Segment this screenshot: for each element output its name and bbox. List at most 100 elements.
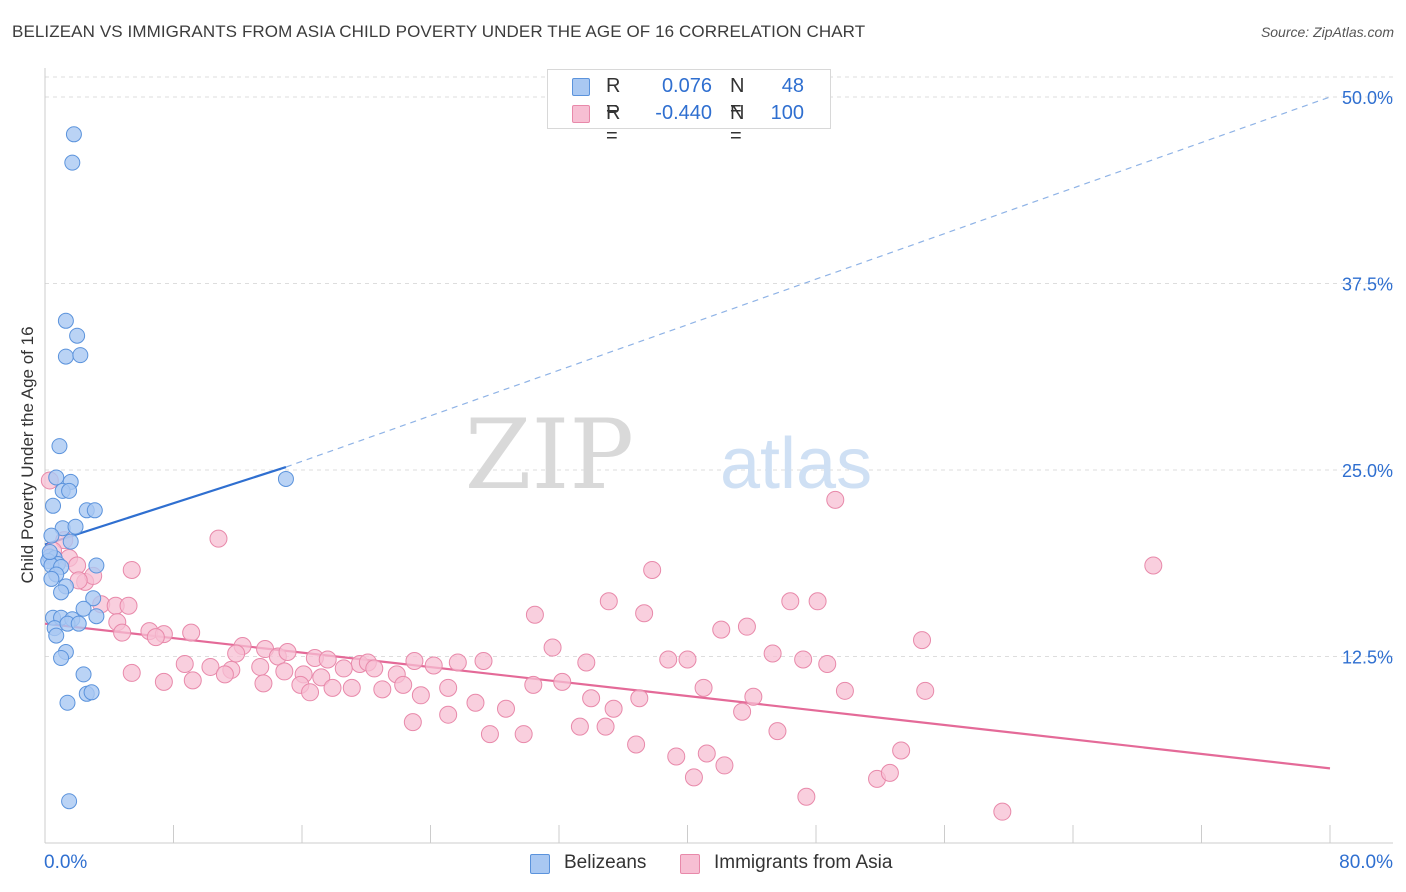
y-tick-label: 37.5% (1342, 275, 1393, 295)
immigrants-point (768, 722, 787, 741)
immigrants-point (697, 744, 716, 763)
belizeans-point (70, 615, 87, 632)
watermark: ZIP atlas (465, 399, 872, 511)
immigrants-point (403, 713, 422, 732)
immigrants-point (275, 662, 294, 681)
axis-layer (44, 68, 1393, 844)
belizeans-point (72, 347, 89, 364)
r-label: R = (606, 75, 621, 120)
immigrants-point (892, 741, 911, 760)
immigrants-point (694, 678, 713, 697)
r-label: R = (606, 102, 621, 147)
immigrants-point (678, 650, 697, 669)
immigrants-point (712, 620, 731, 639)
immigrants-point (394, 675, 413, 694)
immigrants-point (630, 689, 649, 708)
immigrants-point (818, 654, 837, 673)
belizeans-point (75, 666, 92, 683)
immigrants-point (733, 702, 752, 721)
correlation-legend: R = 0.076 N = 48 R = -0.440 N = 100 (547, 69, 831, 147)
belizeans-point (67, 518, 84, 535)
source-label: Source: ZipAtlas.com (1260, 24, 1394, 40)
immigrants-point (209, 529, 228, 548)
belizeans-point (41, 544, 58, 561)
x-axis-max-label: 80.0% (1339, 852, 1393, 873)
belizeans-point (53, 649, 70, 666)
immigrants-point (342, 678, 361, 697)
immigrants-point (916, 681, 935, 700)
legend-label: Belizeans (564, 852, 647, 873)
immigrants-point (122, 663, 141, 682)
immigrants-point (227, 644, 246, 663)
immigrants-point (880, 763, 899, 782)
immigrants-point (524, 675, 543, 694)
belizeans-point (64, 154, 81, 171)
immigrants-point (448, 653, 467, 672)
immigrants-point (113, 623, 132, 642)
belizeans-point (45, 497, 62, 514)
immigrants-point (570, 717, 589, 736)
immigrants-point (794, 650, 813, 669)
immigrants-point (182, 623, 201, 642)
immigrants-point (604, 699, 623, 718)
r-value: -0.440 (655, 102, 712, 124)
immigrants-point (119, 596, 138, 615)
immigrants-point (278, 643, 297, 662)
belizeans-point (86, 502, 103, 519)
immigrants-point (251, 657, 270, 676)
immigrants-point (913, 631, 932, 650)
belizeans-point (61, 482, 78, 499)
immigrants-point (543, 638, 562, 657)
belizeans-point (57, 348, 74, 365)
belizeans-point (65, 126, 82, 143)
belizeans-point (69, 327, 86, 344)
immigrants-point (334, 659, 353, 678)
immigrants-point (744, 687, 763, 706)
y-tick-label: 12.5% (1342, 648, 1393, 668)
immigrants-point (797, 787, 816, 806)
y-tick-labels: 12.5% 25.0% 37.5% 50.0% (1342, 88, 1393, 668)
belizeans-point (53, 584, 70, 601)
r-value: 0.076 (661, 75, 712, 97)
chart-title: BELIZEAN VS IMMIGRANTS FROM ASIA CHILD P… (12, 22, 866, 41)
belizeans-swatch (530, 854, 550, 874)
belizeans-point (62, 533, 79, 550)
n-value: 100 (770, 102, 804, 124)
immigrants-point (599, 592, 618, 611)
belizeans-swatch (572, 78, 590, 96)
immigrants-point (514, 725, 533, 744)
belizeans-point (59, 694, 76, 711)
immigrants-point (635, 604, 654, 623)
immigrants-point (781, 592, 800, 611)
immigrants-point (835, 681, 854, 700)
immigrants-point (146, 628, 165, 647)
immigrants-point (68, 556, 87, 575)
immigrants-point (993, 802, 1012, 821)
legend-label: Immigrants from Asia (714, 852, 893, 873)
immigrants-swatch (680, 854, 700, 874)
immigrants-point (715, 756, 734, 775)
belizeans-point (43, 570, 60, 587)
n-label: N = (730, 75, 745, 120)
belizeans-point (85, 590, 102, 607)
immigrants-point (154, 672, 173, 691)
immigrants-point (826, 490, 845, 509)
immigrants-point (122, 560, 141, 579)
belizeans-point (57, 312, 74, 329)
immigrants-point (667, 747, 686, 766)
immigrants-from-asia-points (40, 471, 1163, 821)
immigrants-point (215, 665, 234, 684)
belizeans-point (75, 600, 92, 617)
immigrants-point (596, 717, 615, 736)
belizeans-point (83, 684, 100, 701)
y-tick-label: 50.0% (1342, 88, 1393, 108)
immigrants-point (659, 650, 678, 669)
immigrants-swatch (572, 105, 590, 123)
n-value: 48 (781, 75, 804, 97)
immigrants-point (577, 653, 596, 672)
immigrants-point (525, 605, 544, 624)
belizeans-point (277, 470, 294, 487)
immigrants-point (808, 592, 827, 611)
belizeans-point (48, 469, 65, 486)
immigrants-point (1144, 556, 1163, 575)
